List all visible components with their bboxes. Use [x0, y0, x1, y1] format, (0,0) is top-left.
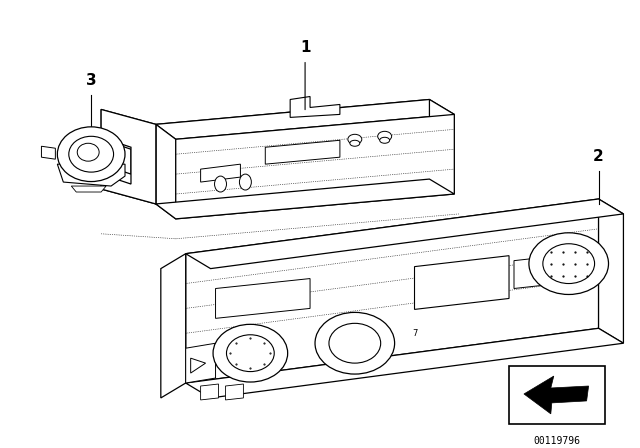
Text: 2: 2 [593, 149, 604, 164]
Polygon shape [161, 254, 186, 398]
Ellipse shape [350, 140, 360, 146]
Text: 7: 7 [412, 329, 417, 338]
Ellipse shape [315, 312, 395, 374]
Polygon shape [266, 140, 340, 164]
Polygon shape [101, 109, 156, 204]
Polygon shape [216, 279, 310, 319]
Polygon shape [514, 256, 559, 289]
Polygon shape [186, 343, 216, 383]
Ellipse shape [58, 127, 125, 181]
Polygon shape [429, 99, 454, 194]
Polygon shape [186, 328, 623, 398]
Polygon shape [225, 384, 243, 400]
FancyBboxPatch shape [509, 366, 605, 424]
Polygon shape [71, 186, 106, 192]
Polygon shape [186, 199, 623, 269]
Ellipse shape [213, 324, 287, 382]
Polygon shape [156, 179, 454, 219]
Ellipse shape [529, 233, 609, 294]
Polygon shape [42, 146, 56, 159]
Ellipse shape [227, 335, 274, 371]
Polygon shape [156, 125, 176, 219]
Ellipse shape [239, 174, 252, 190]
Polygon shape [598, 199, 623, 343]
Text: 00119796: 00119796 [533, 436, 580, 446]
Text: 1: 1 [300, 40, 310, 55]
Polygon shape [524, 376, 589, 414]
Polygon shape [101, 109, 156, 204]
Ellipse shape [77, 143, 99, 161]
Polygon shape [156, 99, 429, 204]
Polygon shape [290, 96, 340, 117]
Polygon shape [191, 358, 205, 373]
Polygon shape [58, 164, 125, 186]
Text: 3: 3 [86, 73, 97, 87]
Ellipse shape [68, 136, 113, 172]
Ellipse shape [348, 134, 362, 144]
Polygon shape [200, 164, 241, 182]
Polygon shape [186, 199, 598, 383]
Polygon shape [415, 256, 509, 310]
Ellipse shape [329, 323, 381, 363]
Polygon shape [176, 114, 454, 219]
Ellipse shape [380, 137, 390, 143]
Polygon shape [156, 99, 454, 139]
Ellipse shape [214, 176, 227, 192]
Ellipse shape [543, 244, 595, 284]
Ellipse shape [378, 131, 392, 141]
Polygon shape [200, 384, 218, 400]
